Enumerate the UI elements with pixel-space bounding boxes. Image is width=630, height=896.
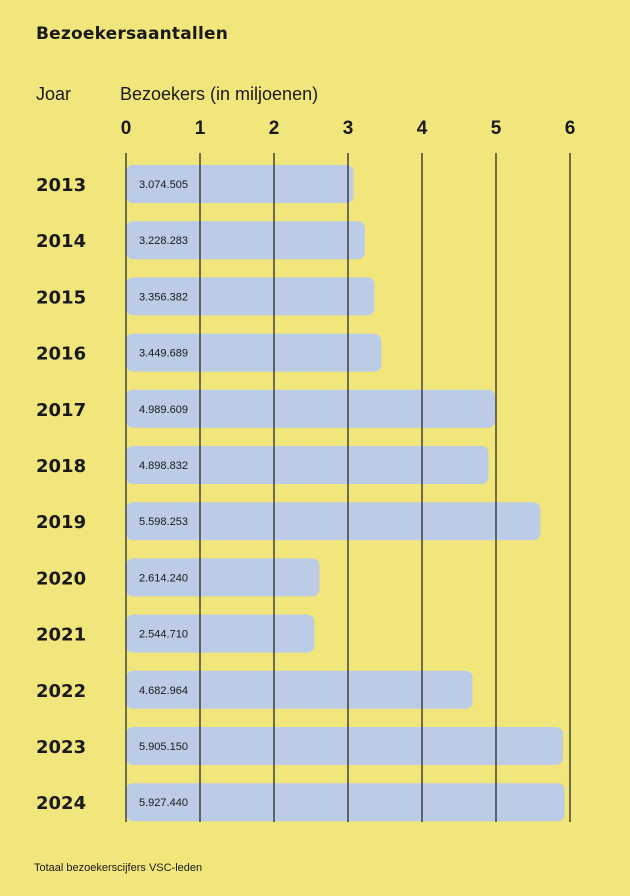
year-label-2016: 2016 <box>36 344 86 365</box>
data-label-2022: 4.682.964 <box>139 685 188 697</box>
data-label-2023: 5.905.150 <box>139 741 188 753</box>
year-label-2017: 2017 <box>36 400 86 421</box>
x-tick-label-5: 5 <box>491 118 502 139</box>
x-tick-label-4: 4 <box>417 118 428 139</box>
data-label-2018: 4.898.832 <box>139 460 188 472</box>
bar-2021 <box>126 614 315 653</box>
data-label-2015: 3.356.382 <box>139 291 188 303</box>
year-label-2013: 2013 <box>36 175 86 196</box>
year-label-2018: 2018 <box>36 456 86 477</box>
bar-2015 <box>126 277 375 316</box>
year-label-2022: 2022 <box>36 681 86 702</box>
data-label-2024: 5.927.440 <box>139 797 188 809</box>
year-column-header: Joar <box>36 84 72 104</box>
bar-2023 <box>126 727 563 765</box>
year-label-2024: 2024 <box>36 793 86 814</box>
x-tick-label-3: 3 <box>343 118 354 139</box>
data-label-2021: 2.544.710 <box>139 629 188 641</box>
data-label-2016: 3.449.689 <box>139 348 188 360</box>
x-tick-label-0: 0 <box>121 118 132 139</box>
x-tick-label-6: 6 <box>565 118 576 139</box>
year-label-2014: 2014 <box>36 231 86 252</box>
bar-2019 <box>126 502 541 541</box>
year-label-2020: 2020 <box>36 568 86 589</box>
data-label-2017: 4.989.609 <box>139 404 188 416</box>
year-label-2015: 2015 <box>36 287 86 308</box>
bar-2013 <box>126 165 354 203</box>
year-label-2023: 2023 <box>36 737 86 758</box>
bar-2020 <box>126 558 320 597</box>
bar-2022 <box>126 670 473 709</box>
data-label-2013: 3.074.505 <box>139 179 188 191</box>
data-label-2020: 2.614.240 <box>139 572 188 584</box>
data-label-2019: 5.598.253 <box>139 516 188 528</box>
value-column-header: Bezoekers (in miljoenen) <box>120 84 319 104</box>
year-label-2019: 2019 <box>36 512 86 533</box>
x-tick-label-1: 1 <box>195 118 206 139</box>
bar-2016 <box>126 333 382 372</box>
data-label-2014: 3.228.283 <box>139 235 188 247</box>
x-tick-label-2: 2 <box>269 118 280 139</box>
year-label-2021: 2021 <box>36 625 86 646</box>
bar-2024 <box>126 783 565 822</box>
bar-2018 <box>126 446 489 484</box>
chart-title: Bezoekersaantallen <box>36 24 229 44</box>
footer-note: Totaal bezoekerscijfers VSC-leden <box>34 862 203 874</box>
bar-2017 <box>126 389 496 428</box>
bar-2014 <box>126 221 365 260</box>
